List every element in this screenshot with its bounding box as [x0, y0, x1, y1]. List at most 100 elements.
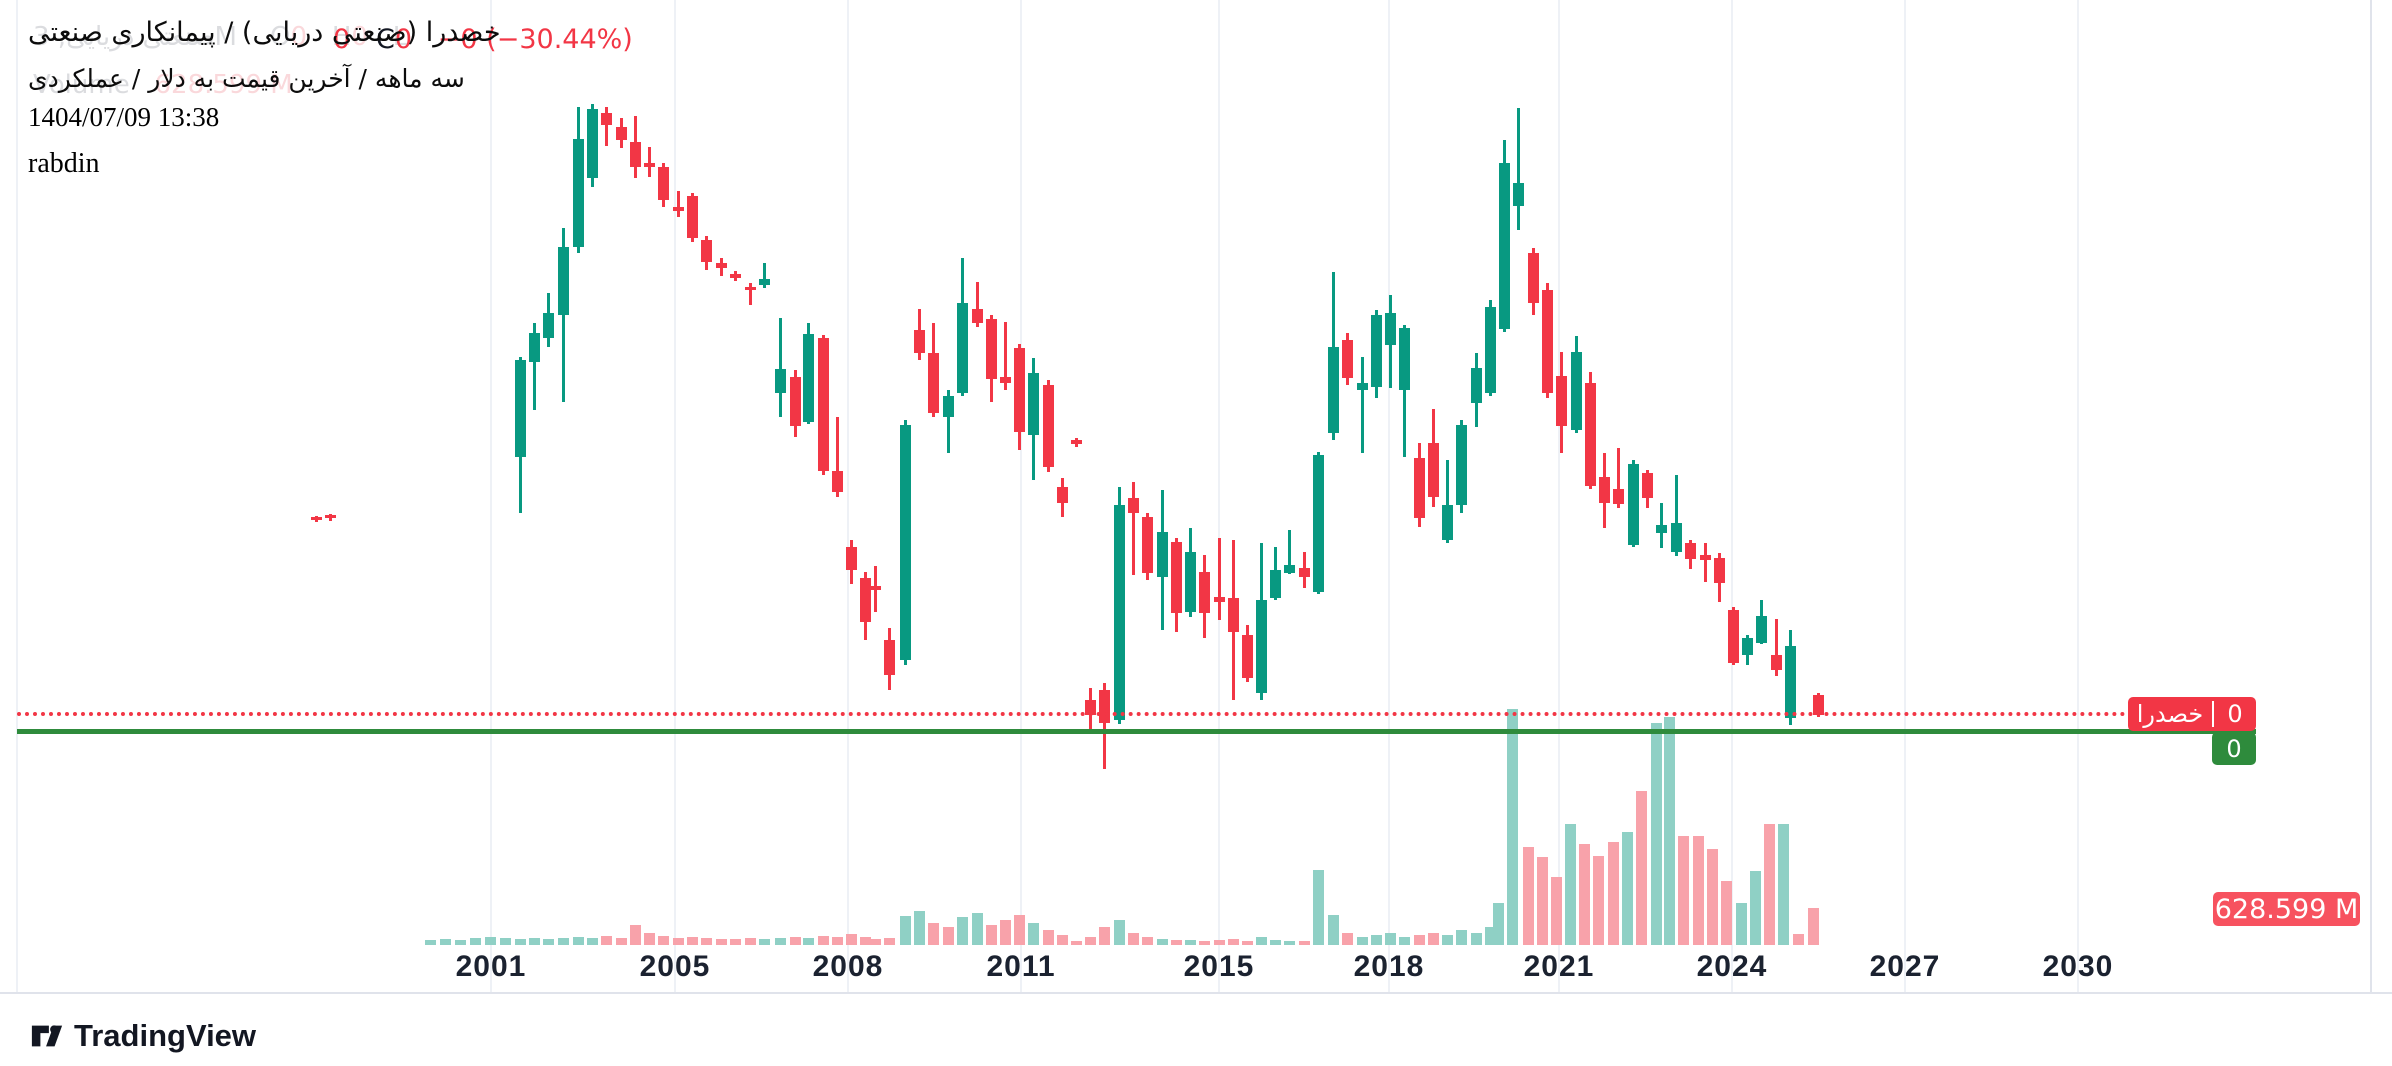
candle-wick: [1360, 357, 1364, 453]
candle: [1470, 368, 1482, 403]
horizontal-level-line[interactable]: [17, 729, 2256, 734]
candle: [1227, 598, 1239, 632]
volume-bar: [1184, 940, 1196, 945]
price-scale-border: [2370, 0, 2372, 992]
volume-bar: [913, 911, 925, 945]
time-axis-label-2011: 2011: [986, 950, 1056, 983]
volume-bar: [1356, 937, 1368, 945]
vertical-gridline: [674, 0, 676, 992]
candle: [1713, 558, 1725, 583]
price-badge[interactable]: خصدرا 0: [2128, 697, 2256, 731]
volume-bar: [469, 938, 481, 945]
volume-label: Volume: [33, 70, 130, 100]
candle: [1098, 690, 1110, 723]
candle: [845, 547, 857, 570]
volume-bar: [1484, 927, 1496, 945]
vertical-gridline: [1388, 0, 1390, 992]
time-axis-label-2015: 2015: [1183, 950, 1255, 983]
volume-bar: [1455, 930, 1467, 945]
candle: [1283, 565, 1295, 573]
volume-bar: [1113, 920, 1125, 945]
candle: [672, 207, 684, 211]
tradingview-attribution[interactable]: TradingView: [30, 1018, 256, 1054]
volume-bar: [542, 939, 554, 945]
volume-bar: [1269, 940, 1281, 945]
candle: [1384, 313, 1396, 345]
vertical-gridline: [1904, 0, 1906, 992]
candle: [715, 263, 727, 268]
candle-wick: [748, 283, 752, 305]
candle: [1184, 552, 1196, 612]
volume-bar: [1735, 903, 1747, 945]
volume-bar: [572, 937, 584, 945]
vertical-gridline: [1731, 0, 1733, 992]
candle: [831, 471, 843, 492]
volume-bar: [1056, 935, 1068, 945]
volume-bar: [985, 925, 997, 945]
vertical-gridline: [1218, 0, 1220, 992]
candle: [1584, 383, 1596, 486]
volume-bar: [1198, 941, 1210, 945]
volume-bar: [454, 940, 466, 945]
watermark-username: rabdin: [28, 148, 100, 179]
volume-bar: [1607, 842, 1619, 945]
candle: [971, 309, 983, 323]
time-axis-separator: [0, 992, 2392, 994]
candle: [1170, 542, 1182, 613]
candle: [1555, 376, 1567, 426]
volume-bar: [499, 938, 511, 945]
volume-bar: [1370, 935, 1382, 945]
candle: [615, 127, 627, 140]
volume-bar: [1070, 941, 1082, 945]
volume-bar: [1536, 857, 1548, 945]
candle-wick: [1402, 325, 1406, 457]
legend-low-value: 0: [333, 24, 351, 55]
legend-symbol-text: صنعتی دریایی, 3M: [33, 22, 237, 52]
volume-bar: [845, 934, 857, 945]
candle: [1056, 487, 1068, 503]
volume-bar: [1227, 939, 1239, 945]
volume-bar: [831, 937, 843, 945]
candle-wick: [762, 263, 766, 288]
candle: [1141, 517, 1153, 573]
legend-ohlc-values: 0 C0 −0 (−30.44%): [333, 24, 633, 55]
volume-bar: [557, 938, 569, 945]
candle: [1341, 340, 1353, 378]
volume-bar: [999, 920, 1011, 945]
candle: [1269, 570, 1281, 598]
candle-wick: [676, 191, 680, 217]
volume-bar: [424, 940, 436, 945]
volume-badge-value: 628.599 M: [2214, 893, 2359, 925]
time-axis-label-2027: 2027: [1869, 950, 1941, 983]
candle: [1441, 505, 1453, 540]
legend-open-label: O: [270, 22, 291, 52]
volume-bar: [1677, 836, 1689, 945]
candle: [1398, 328, 1410, 390]
candle-wick: [604, 107, 608, 146]
legend-high-value: 0: [351, 22, 368, 52]
candle: [1241, 635, 1253, 678]
candle: [758, 279, 770, 285]
volume-bar: [1807, 908, 1819, 945]
price-badge-divider: [2212, 701, 2214, 727]
volume-bar: [1441, 935, 1453, 945]
volume-bar: [802, 938, 814, 945]
level-badge[interactable]: 0: [2212, 732, 2256, 765]
time-axis-label-2001: 2001: [455, 950, 527, 983]
vertical-gridline: [1558, 0, 1560, 992]
volume-bar: [1592, 856, 1604, 945]
volume-bar: [1084, 937, 1096, 945]
price-badge-value: 0: [2227, 700, 2243, 728]
candle: [1541, 290, 1553, 393]
volume-bar: [1127, 933, 1139, 945]
candle: [1641, 473, 1653, 498]
volume-bar: [1384, 933, 1396, 945]
candle: [1812, 695, 1824, 715]
snapshot-datetime: 1404/07/09 13:38: [28, 102, 220, 132]
candle: [942, 396, 954, 417]
candle: [774, 369, 786, 393]
volume-bar: [1550, 877, 1562, 945]
candle: [883, 640, 895, 675]
candle: [913, 330, 925, 353]
